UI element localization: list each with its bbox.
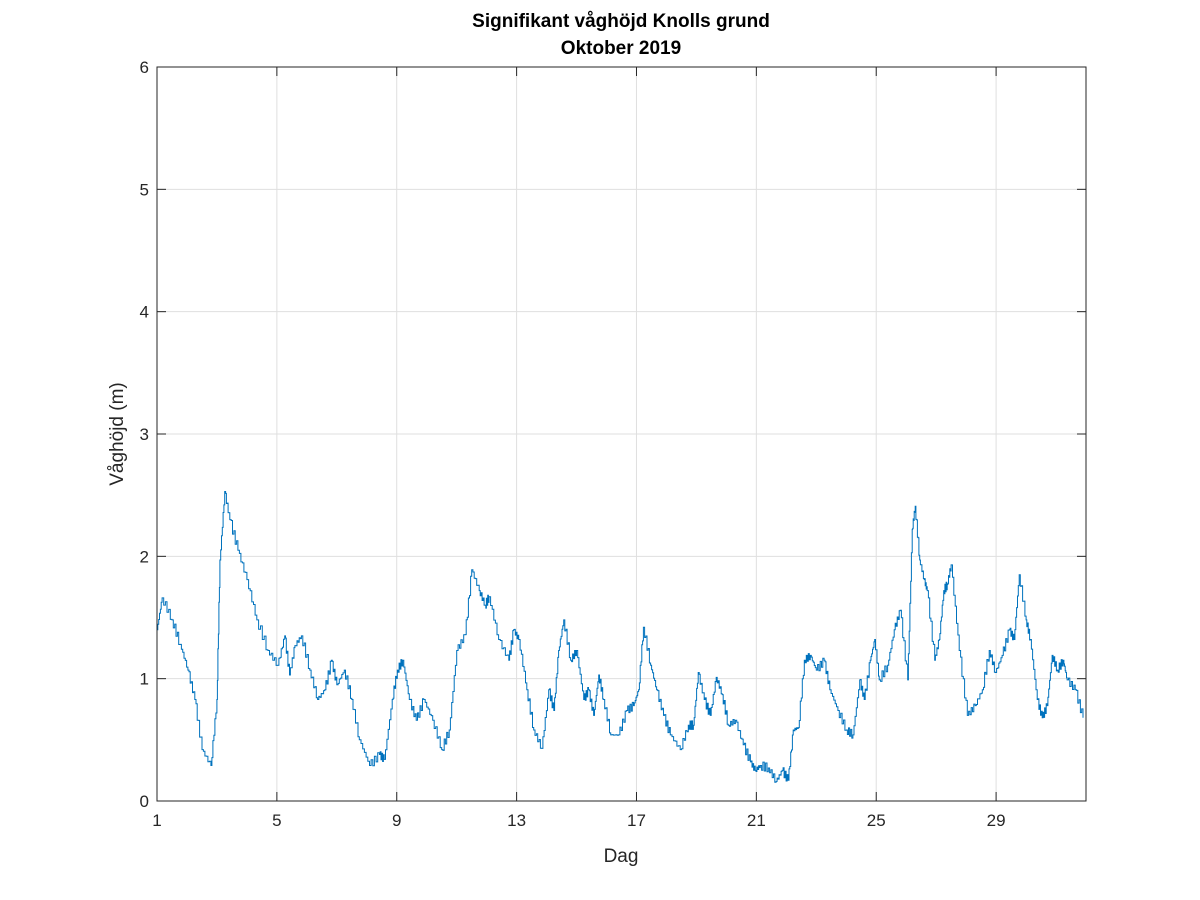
y-tick-label: 5	[140, 180, 149, 199]
y-tick-label: 2	[140, 547, 149, 566]
y-tick-label: 3	[140, 425, 149, 444]
x-tick-label: 21	[747, 811, 766, 830]
series-line-hs	[157, 491, 1084, 783]
y-tick-label: 4	[140, 303, 149, 322]
x-tick-label: 25	[867, 811, 886, 830]
chart-title: Signifikant våghöjd Knolls grund	[472, 11, 770, 32]
y-tick-label: 0	[140, 792, 149, 811]
x-tick-label: 5	[272, 811, 281, 830]
y-tick-label: 6	[140, 58, 149, 77]
x-tick-label: 17	[627, 811, 646, 830]
x-tick-label: 9	[392, 811, 401, 830]
x-axis-label: Dag	[604, 846, 639, 867]
grid	[157, 67, 1086, 801]
x-tick-label: 1	[152, 811, 161, 830]
x-tick-label: 29	[987, 811, 1006, 830]
chart-subtitle: Oktober 2019	[561, 38, 681, 59]
y-axis-label: Våghöjd (m)	[107, 382, 128, 486]
x-tick-label: 13	[507, 811, 526, 830]
y-tick-label: 1	[140, 670, 149, 689]
series-layer	[157, 491, 1084, 783]
